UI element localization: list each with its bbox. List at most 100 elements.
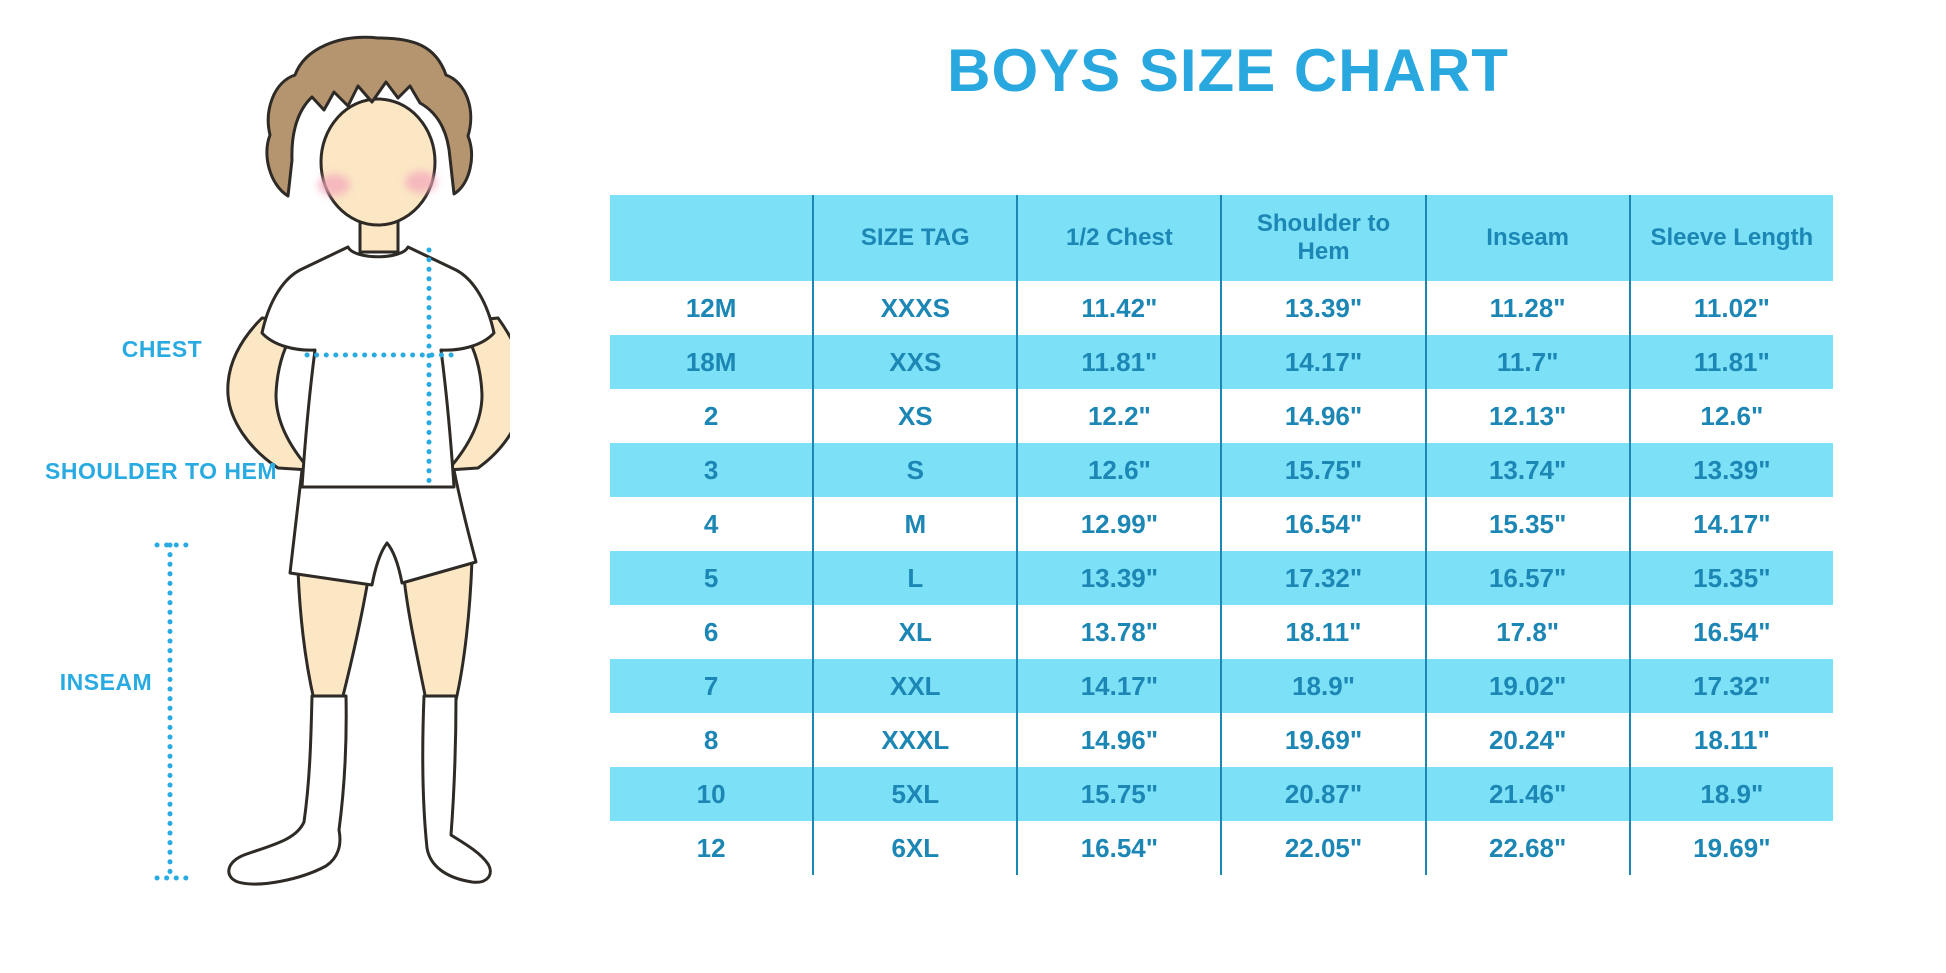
table-cell: 14.17" <box>1220 335 1426 389</box>
table-cell: 12 <box>696 832 726 863</box>
left-sock-shape <box>227 694 348 886</box>
table-cell: 4 <box>703 508 719 539</box>
table-cell: 22.68" <box>1424 821 1630 875</box>
table-cell: 12.2" <box>1016 389 1222 443</box>
table-cell: 22.05" <box>1220 821 1426 875</box>
right-arm-shape <box>446 316 510 472</box>
table-cell: 2 <box>703 400 719 431</box>
table-cell: 18.9" <box>1628 767 1833 821</box>
table-cell: 16.57" <box>1424 551 1630 605</box>
table-row: 10 5XL 15.75" 20.87" 21.46" 18.9" <box>610 767 1833 821</box>
left-cheek-shape <box>318 174 350 196</box>
table-cell: 5 <box>610 551 814 605</box>
table-cell: 16.54" <box>1628 605 1833 659</box>
page-title: BOYS SIZE CHART <box>947 37 1509 104</box>
table-cell: 15.35" <box>1424 497 1630 551</box>
shorts-shape <box>288 468 478 587</box>
table-cell: L <box>812 551 1018 605</box>
table-row: 4 M 12.99" 16.54" 15.35" 14.17" <box>610 497 1833 551</box>
face-shape <box>319 97 437 227</box>
size-table-head: SIZE TAG 1/2 Chest Shoulder to Hem Inseam Sl… <box>610 195 1833 281</box>
table-cell: 15.75" <box>1220 443 1426 497</box>
table-row: 18M XXS 11.81" 14.17" 11.7" 11.81" <box>610 335 1833 389</box>
table-cell: 3 <box>610 443 814 497</box>
table-row: 6 XL 13.78" 18.11" 17.8" 16.54" <box>610 605 1833 659</box>
right-cheek-shape <box>405 171 437 193</box>
table-cell: XL <box>812 605 1018 659</box>
table-cell: 21.46" <box>1424 767 1630 821</box>
table-row: 7 XXL 14.17" 18.9" 19.02" 17.32" <box>610 659 1833 713</box>
table-cell: 13.39" <box>1220 281 1426 335</box>
table-cell: 14.96" <box>1220 389 1426 443</box>
table-cell: 14.96" <box>1016 713 1222 767</box>
table-cell: 19.69" <box>1628 821 1833 875</box>
table-cell: 12.6" <box>1016 443 1222 497</box>
table-cell: S <box>812 443 1018 497</box>
measurement-lines <box>154 247 459 881</box>
table-cell: 6XL <box>812 821 1018 875</box>
table-cell: 13.78" <box>1016 605 1222 659</box>
table-cell: 13.39" <box>1628 443 1833 497</box>
table-cell: 12.13" <box>1424 389 1630 443</box>
table-cell: 15.75" <box>1016 767 1222 821</box>
table-cell: M <box>812 497 1018 551</box>
table-cell: 17.32" <box>1220 551 1426 605</box>
column-header-shoulder-to-hem: Shoulder to Hem <box>1220 195 1426 281</box>
table-cell: 11.02" <box>1628 281 1833 335</box>
hair-shape <box>265 35 473 198</box>
column-header-sleeve-length: Sleeve Length <box>1628 195 1833 281</box>
table-cell: 18.9" <box>1220 659 1426 713</box>
table-row: 5 L 13.39" 17.32" 16.57" 15.35" <box>610 551 1833 605</box>
table-cell: 13.39" <box>1016 551 1222 605</box>
table-cell: 16.54" <box>1016 821 1222 875</box>
table-cell: 20.87" <box>1220 767 1426 821</box>
table-cell: XXS <box>812 335 1018 389</box>
table-cell: XXXS <box>812 281 1018 335</box>
size-table: SIZE TAG 1/2 Chest Shoulder to Hem Inseam Sl… <box>610 195 1833 875</box>
column-header-1-2-chest: 1/2 Chest <box>1016 195 1222 281</box>
table-cell: 17.32" <box>1628 659 1833 713</box>
table-row: 12 6XL 16.54" 22.05" 22.68" 19.69" <box>610 821 1833 875</box>
column-header-blank <box>610 195 814 281</box>
left-arm-shape <box>226 316 312 472</box>
table-cell: 8 <box>703 724 719 755</box>
table-cell: 18M <box>610 335 814 389</box>
inseam-label: INSEAM <box>59 669 153 695</box>
table-cell: 16.54" <box>1220 497 1426 551</box>
table-cell: 5XL <box>812 767 1018 821</box>
table-cell: XXXL <box>812 713 1018 767</box>
table-cell: 11.42" <box>1016 281 1222 335</box>
table-cell: 13.74" <box>1424 443 1630 497</box>
boy-illustration <box>226 35 510 886</box>
table-cell: 14.17" <box>1016 659 1222 713</box>
table-cell: 19.02" <box>1424 659 1630 713</box>
table-cell: 11.28" <box>1424 281 1630 335</box>
column-header-inseam: Inseam <box>1424 195 1630 281</box>
table-cell: 6 <box>703 616 719 647</box>
table-row: 12M XXXS 11.42" 13.39" 11.28" 11.02" <box>610 281 1833 335</box>
table-cell: XXL <box>812 659 1018 713</box>
table-cell: 19.69" <box>1220 713 1426 767</box>
table-row: 2 XS 12.2" 14.96" 12.13" 12.6" <box>610 389 1833 443</box>
table-cell: XS <box>812 389 1018 443</box>
header-row: SIZE TAG 1/2 Chest Shoulder to Hem Inseam Sl… <box>610 195 1833 281</box>
table-cell: 11.7" <box>1424 335 1630 389</box>
table-cell: 10 <box>610 767 814 821</box>
table-cell: 17.8" <box>1424 605 1630 659</box>
table-cell: 14.17" <box>1628 497 1833 551</box>
table-cell: 12.99" <box>1016 497 1222 551</box>
size-table-body: 12M XXXS 11.42" 13.39" 11.28" 11.02" 18M XXS 11.… <box>610 281 1833 875</box>
table-row: 8 XXXL 14.96" 19.69" 20.24" 18.11" <box>610 713 1833 767</box>
chest-label: CHEST <box>121 336 203 362</box>
table-cell: 12.6" <box>1628 389 1833 443</box>
table-cell: 12M <box>685 292 737 323</box>
table-cell: 7 <box>610 659 814 713</box>
tshirt-shape <box>260 245 496 489</box>
table-cell: 18.11" <box>1220 605 1426 659</box>
table-cell: 15.35" <box>1628 551 1833 605</box>
table-cell: 20.24" <box>1424 713 1630 767</box>
table-cell: 11.81" <box>1628 335 1833 389</box>
table-cell: 11.81" <box>1016 335 1222 389</box>
column-header-size-tag: SIZE TAG <box>812 195 1018 281</box>
